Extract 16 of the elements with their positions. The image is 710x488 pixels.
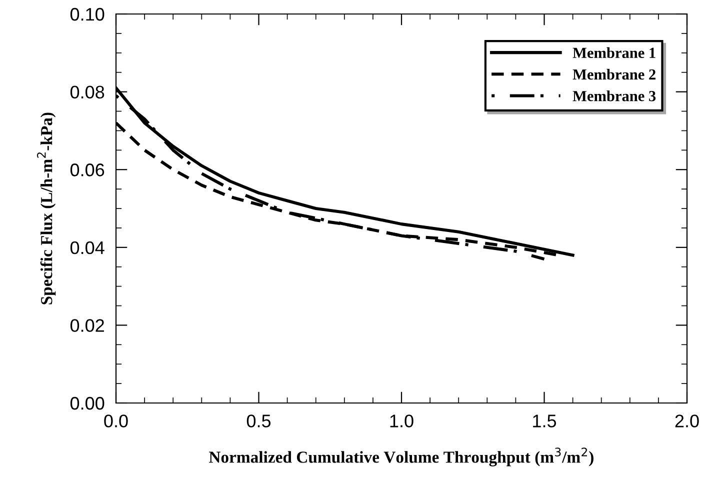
y-tick-label: 0.10 xyxy=(70,8,104,21)
x-tick-label: 0.5 xyxy=(246,414,271,428)
x-tick-label: 1.0 xyxy=(390,414,414,428)
y-tick-label: 0.00 xyxy=(70,396,104,410)
x-tick-label: 1.5 xyxy=(533,414,556,428)
y-tick-label: 0.08 xyxy=(70,86,104,99)
x-tick-label: 2.0 xyxy=(675,414,699,428)
legend-label: Membrane 2 xyxy=(572,68,656,80)
x-axis-title: Normalized Cumulative Volume Throughput (m$^{3}$/m$^{2}$) xyxy=(208,448,594,466)
y-axis-title: Specific Flux (L/h-m$^{2}$-kPa) xyxy=(37,112,56,304)
x-tick-label: 0.0 xyxy=(104,414,128,428)
legend-label: Membrane 3 xyxy=(572,90,656,102)
y-tick-label: 0.04 xyxy=(70,241,104,254)
y-tick-label: 0.02 xyxy=(70,319,104,332)
legend-label: Membrane 1 xyxy=(572,47,656,58)
y-tick-label: 0.06 xyxy=(70,164,104,176)
